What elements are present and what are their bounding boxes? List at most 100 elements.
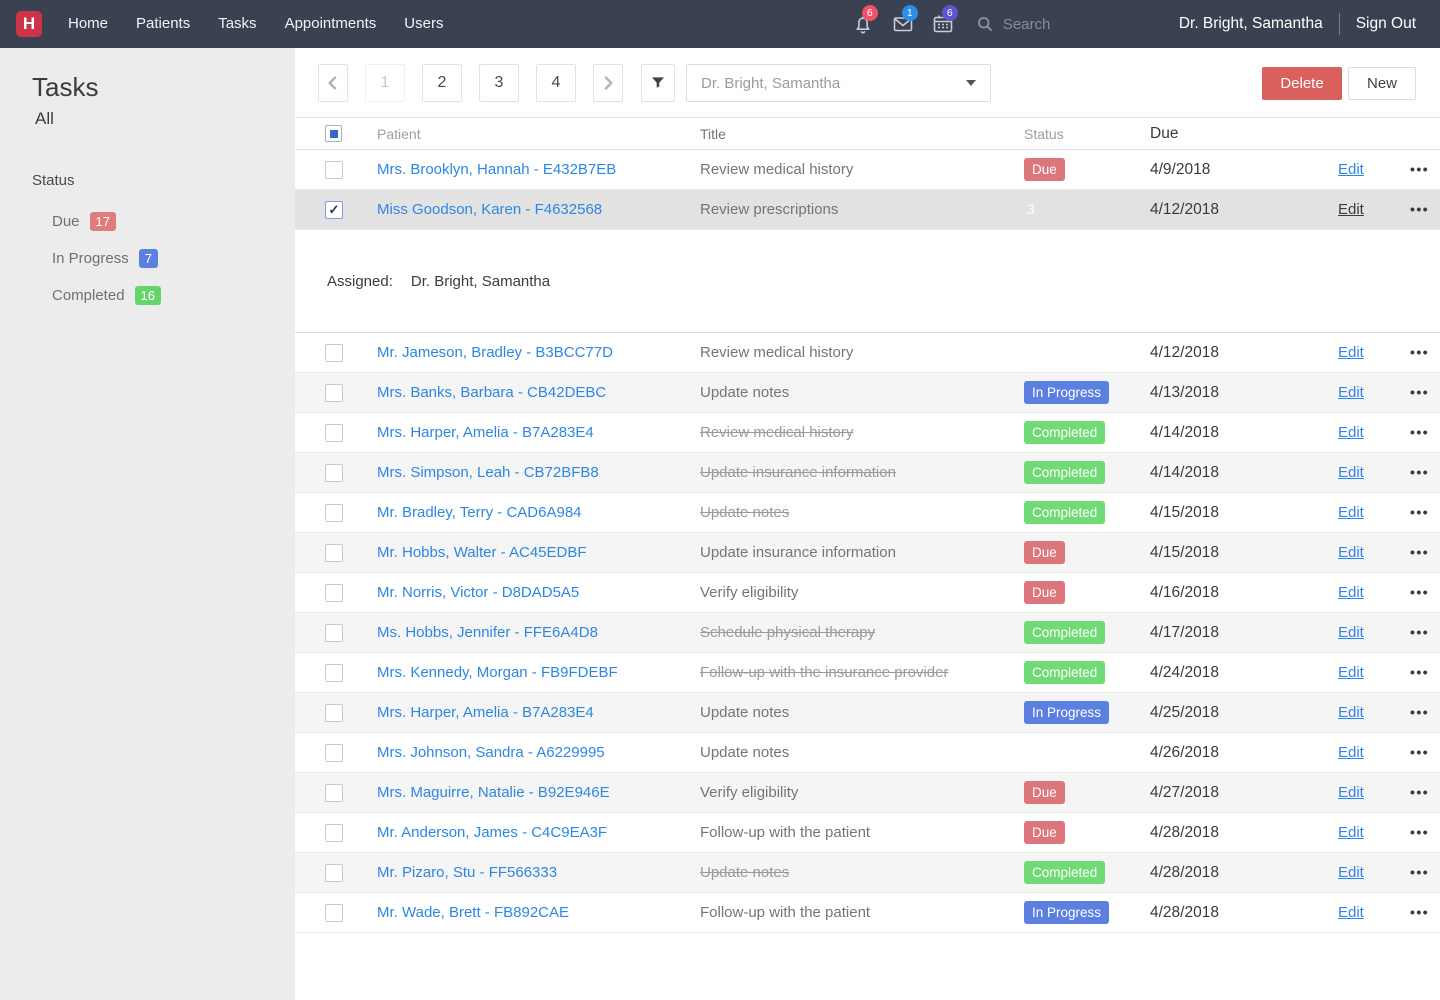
row-checkbox[interactable] (325, 503, 343, 522)
table-row[interactable]: Mr. Wade, Brett - FB892CAE Follow-up wit… (295, 893, 1440, 933)
edit-link[interactable]: Edit (1338, 504, 1364, 521)
more-options-icon[interactable]: ••• (1410, 624, 1430, 640)
row-checkbox[interactable] (325, 743, 343, 762)
edit-link[interactable]: Edit (1338, 744, 1364, 761)
nav-item-appointments[interactable]: Appointments (284, 15, 377, 32)
column-header-due[interactable]: Due (1150, 124, 1179, 142)
sidebar-filter-due[interactable]: Due 17 (0, 203, 295, 240)
calendar-button[interactable]: 6 (931, 5, 958, 36)
row-checkbox[interactable] (325, 863, 343, 882)
patient-link[interactable]: Mrs. Harper, Amelia - B7A283E4 (377, 424, 594, 441)
table-row[interactable]: Mr. Anderson, James - C4C9EA3F Follow-up… (295, 813, 1440, 853)
nav-item-patients[interactable]: Patients (136, 15, 191, 32)
more-options-icon[interactable]: ••• (1410, 504, 1430, 520)
edit-link[interactable]: Edit (1338, 201, 1364, 218)
column-header-patient[interactable]: Patient (377, 125, 421, 142)
table-row[interactable]: Mr. Norris, Victor - D8DAD5A5 Verify eli… (295, 573, 1440, 613)
row-checkbox[interactable] (325, 783, 343, 802)
search-input[interactable] (1002, 15, 1153, 33)
notifications-bell-button[interactable]: 6 (851, 5, 878, 36)
messages-button[interactable]: 1 (891, 5, 918, 36)
filter-button[interactable] (641, 64, 675, 102)
column-header-title[interactable]: Title (700, 125, 726, 142)
nav-item-users[interactable]: Users (404, 15, 444, 32)
table-row[interactable]: Mr. Pizaro, Stu - FF566333 Update notes … (295, 853, 1440, 893)
prev-page-button[interactable] (318, 64, 348, 102)
row-checkbox[interactable]: ✓ (325, 200, 343, 219)
patient-link[interactable]: Mrs. Harper, Amelia - B7A283E4 (377, 704, 594, 721)
table-row[interactable]: Mrs. Kennedy, Morgan - FB9FDEBF Follow-u… (295, 653, 1440, 693)
patient-link[interactable]: Mr. Bradley, Terry - CAD6A984 (377, 504, 582, 521)
patient-link[interactable]: Mrs. Banks, Barbara - CB42DEBC (377, 384, 607, 401)
nav-item-home[interactable]: Home (68, 15, 109, 32)
select-all-checkbox[interactable] (325, 125, 342, 142)
patient-link[interactable]: Mr. Anderson, James - C4C9EA3F (377, 824, 608, 841)
edit-link[interactable]: Edit (1338, 904, 1364, 921)
patient-link[interactable]: Mr. Pizaro, Stu - FF566333 (377, 864, 558, 881)
edit-link[interactable]: Edit (1338, 784, 1364, 801)
row-checkbox[interactable] (325, 623, 343, 642)
edit-link[interactable]: Edit (1338, 384, 1364, 401)
sidebar-filter-completed[interactable]: Completed 16 (0, 277, 295, 314)
more-options-icon[interactable]: ••• (1410, 201, 1430, 217)
more-options-icon[interactable]: ••• (1410, 664, 1430, 680)
more-options-icon[interactable]: ••• (1410, 784, 1430, 800)
page-button-3[interactable]: 3 (479, 64, 519, 102)
edit-link[interactable]: Edit (1338, 824, 1364, 841)
delete-button[interactable]: Delete (1262, 66, 1342, 100)
sign-out-link[interactable]: Sign Out (1355, 15, 1416, 32)
table-row[interactable]: Mr. Hobbs, Walter - AC45EDBF Update insu… (295, 533, 1440, 573)
row-checkbox[interactable] (325, 583, 343, 602)
app-logo[interactable]: H (16, 11, 42, 37)
row-checkbox[interactable] (325, 903, 343, 922)
page-button-2[interactable]: 2 (422, 64, 462, 102)
sidebar-filter-in-progress[interactable]: In Progress 7 (0, 240, 295, 277)
current-user-name[interactable]: Dr. Bright, Samantha (1178, 15, 1323, 32)
table-row[interactable]: Mrs. Johnson, Sandra - A6229995 Update n… (295, 733, 1440, 773)
more-options-icon[interactable]: ••• (1410, 744, 1430, 760)
edit-link[interactable]: Edit (1338, 544, 1364, 561)
page-button-1[interactable]: 1 (365, 64, 405, 102)
patient-link[interactable]: Mrs. Kennedy, Morgan - FB9FDEBF (377, 664, 618, 681)
more-options-icon[interactable]: ••• (1410, 904, 1430, 920)
table-row[interactable]: ✓ Miss Goodson, Karen - F4632568 Review … (295, 190, 1440, 230)
patient-link[interactable]: Mrs. Simpson, Leah - CB72BFB8 (377, 464, 599, 481)
row-checkbox[interactable] (325, 160, 343, 179)
more-options-icon[interactable]: ••• (1410, 704, 1430, 720)
row-checkbox[interactable] (325, 463, 343, 482)
patient-link[interactable]: Mr. Hobbs, Walter - AC45EDBF (377, 544, 587, 561)
row-checkbox[interactable] (325, 383, 343, 402)
row-checkbox[interactable] (325, 543, 343, 562)
patient-link[interactable]: Mrs. Maguirre, Natalie - B92E946E (377, 784, 610, 801)
more-options-icon[interactable]: ••• (1410, 864, 1430, 880)
patient-link[interactable]: Mr. Wade, Brett - FB892CAE (377, 904, 570, 921)
edit-link[interactable]: Edit (1338, 864, 1364, 881)
table-row[interactable]: Mrs. Brooklyn, Hannah - E432B7EB Review … (295, 150, 1440, 190)
edit-link[interactable]: Edit (1338, 584, 1364, 601)
row-checkbox[interactable] (325, 663, 343, 682)
next-page-button[interactable] (593, 64, 623, 102)
table-row[interactable]: Mr. Bradley, Terry - CAD6A984 Update not… (295, 493, 1440, 533)
patient-link[interactable]: Mrs. Brooklyn, Hannah - E432B7EB (377, 161, 617, 178)
row-checkbox[interactable] (325, 823, 343, 842)
edit-link[interactable]: Edit (1338, 624, 1364, 641)
table-row[interactable]: Mrs. Harper, Amelia - B7A283E4 Review me… (295, 413, 1440, 453)
table-row[interactable]: Mr. Jameson, Bradley - B3BCC77D Review m… (295, 333, 1440, 373)
page-subtitle[interactable]: All (35, 109, 54, 128)
table-row[interactable]: Mrs. Harper, Amelia - B7A283E4 Update no… (295, 693, 1440, 733)
edit-link[interactable]: Edit (1338, 704, 1364, 721)
more-options-icon[interactable]: ••• (1410, 384, 1430, 400)
table-row[interactable]: Mrs. Maguirre, Natalie - B92E946E Verify… (295, 773, 1440, 813)
patient-link[interactable]: Miss Goodson, Karen - F4632568 (377, 201, 603, 218)
more-options-icon[interactable]: ••• (1410, 161, 1430, 177)
patient-link[interactable]: Ms. Hobbs, Jennifer - FFE6A4D8 (377, 624, 598, 641)
more-options-icon[interactable]: ••• (1410, 544, 1430, 560)
table-row[interactable]: Ms. Hobbs, Jennifer - FFE6A4D8 Schedule … (295, 613, 1440, 653)
patient-link[interactable]: Mr. Jameson, Bradley - B3BCC77D (377, 344, 613, 361)
more-options-icon[interactable]: ••• (1410, 344, 1430, 360)
more-options-icon[interactable]: ••• (1410, 824, 1430, 840)
more-options-icon[interactable]: ••• (1410, 464, 1430, 480)
patient-link[interactable]: Mrs. Johnson, Sandra - A6229995 (377, 744, 605, 761)
edit-link[interactable]: Edit (1338, 664, 1364, 681)
row-checkbox[interactable] (325, 343, 343, 362)
